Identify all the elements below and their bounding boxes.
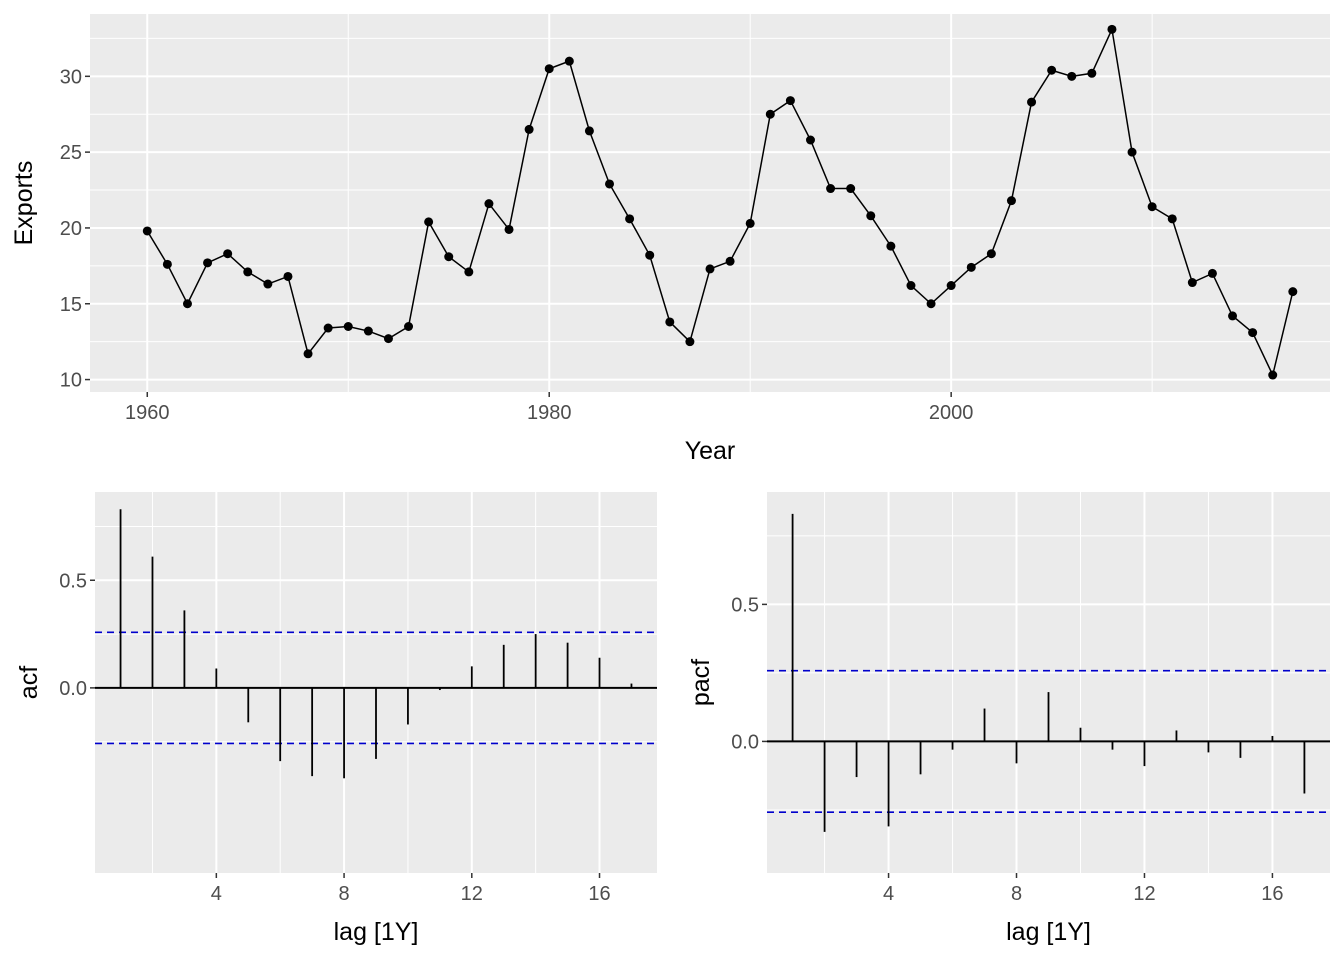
data-point <box>544 64 554 74</box>
data-point <box>966 262 976 272</box>
data-point <box>906 281 916 291</box>
data-point <box>524 124 534 134</box>
data-point <box>705 264 715 274</box>
data-point <box>946 281 956 291</box>
acf-chart: 4 8 12 16 0.0 0.5 lag [1Y] acf <box>15 492 657 946</box>
data-point <box>323 323 333 333</box>
exports-x-axis-title: Year <box>685 437 736 465</box>
data-point <box>725 256 735 266</box>
data-point <box>1006 196 1016 206</box>
acf-y-axis-title: acf <box>15 666 43 699</box>
data-point <box>142 226 152 236</box>
pacf-y-tick-label: 0.5 <box>731 594 759 616</box>
data-point <box>745 218 755 228</box>
data-point <box>162 259 172 269</box>
data-point <box>1167 214 1177 224</box>
pacf-x-axis-title: lag [1Y] <box>1006 918 1091 946</box>
pacf-x-tick-label: 8 <box>1011 883 1022 905</box>
data-point <box>1107 24 1117 34</box>
data-point <box>826 184 836 194</box>
data-point <box>404 321 414 331</box>
data-point <box>1067 71 1077 81</box>
data-point <box>986 249 996 259</box>
exports-x-tick-label: 1960 <box>125 402 170 424</box>
data-point <box>484 199 494 209</box>
data-point <box>584 126 594 136</box>
data-point <box>1268 370 1278 380</box>
acf-x-tick-label: 12 <box>461 883 483 905</box>
data-point <box>886 241 896 251</box>
data-point <box>243 267 253 277</box>
data-point <box>1047 65 1057 75</box>
data-point <box>343 321 353 331</box>
data-point <box>464 267 474 277</box>
data-point <box>1187 278 1197 288</box>
data-point <box>685 337 695 347</box>
data-point <box>504 224 514 234</box>
exports-x-tick-label: 1980 <box>527 402 572 424</box>
acf-x-axis-title: lag [1Y] <box>334 918 419 946</box>
exports-y-tick-label: 15 <box>60 294 82 316</box>
data-point <box>1147 202 1157 212</box>
acf-x-tick-label: 16 <box>588 883 610 905</box>
data-point <box>1248 328 1258 338</box>
data-point <box>846 184 856 194</box>
data-point <box>564 56 574 66</box>
data-point <box>363 326 373 336</box>
exports-y-tick-label: 30 <box>60 66 82 88</box>
data-point <box>1288 287 1298 297</box>
data-point <box>1027 97 1037 107</box>
exports-series-line <box>146 26 1294 378</box>
data-point <box>1087 68 1097 78</box>
data-point <box>1228 311 1238 321</box>
pacf-x-tick-label: 16 <box>1261 883 1283 905</box>
pacf-panel-background <box>767 492 1330 873</box>
data-point <box>765 109 775 119</box>
data-point <box>1127 147 1137 157</box>
data-point <box>665 317 675 327</box>
pacf-x-tick-label: 4 <box>883 883 894 905</box>
data-point <box>785 96 795 106</box>
data-point <box>263 279 273 289</box>
data-point <box>182 299 192 309</box>
exports-y-tick-label: 10 <box>60 370 82 392</box>
exports-y-axis-title: Exports <box>10 161 38 246</box>
data-point <box>223 249 233 259</box>
acf-x-tick-label: 4 <box>211 883 222 905</box>
pacf-y-tick-label: 0.0 <box>731 731 759 753</box>
acf-x-tick-label: 8 <box>339 883 350 905</box>
exports-chart: 1960 1980 2000 10 15 20 25 30 Year Exports <box>10 14 1330 465</box>
data-point <box>424 217 434 227</box>
data-point <box>303 349 313 359</box>
data-point <box>203 258 213 268</box>
data-point <box>866 211 876 221</box>
data-point <box>645 250 655 260</box>
exports-panel-background <box>90 14 1330 392</box>
data-point <box>605 179 615 189</box>
data-point <box>283 271 293 281</box>
data-point <box>1207 268 1217 278</box>
pacf-chart: 4 8 12 16 0.0 0.5 lag [1Y] pacf <box>687 492 1330 946</box>
exports-y-tick-label: 25 <box>60 142 82 164</box>
data-point <box>625 214 635 224</box>
exports-y-tick-label: 20 <box>60 218 82 240</box>
data-point <box>444 252 454 262</box>
acf-y-tick-label: 0.0 <box>59 678 87 700</box>
acf-y-tick-label: 0.5 <box>59 570 87 592</box>
data-point <box>383 334 393 344</box>
pacf-y-axis-title: pacf <box>687 659 715 706</box>
pacf-x-tick-label: 12 <box>1133 883 1155 905</box>
exports-x-tick-label: 2000 <box>929 402 974 424</box>
data-point <box>805 135 815 145</box>
data-point <box>926 299 936 309</box>
acf-panel-background <box>95 492 657 873</box>
